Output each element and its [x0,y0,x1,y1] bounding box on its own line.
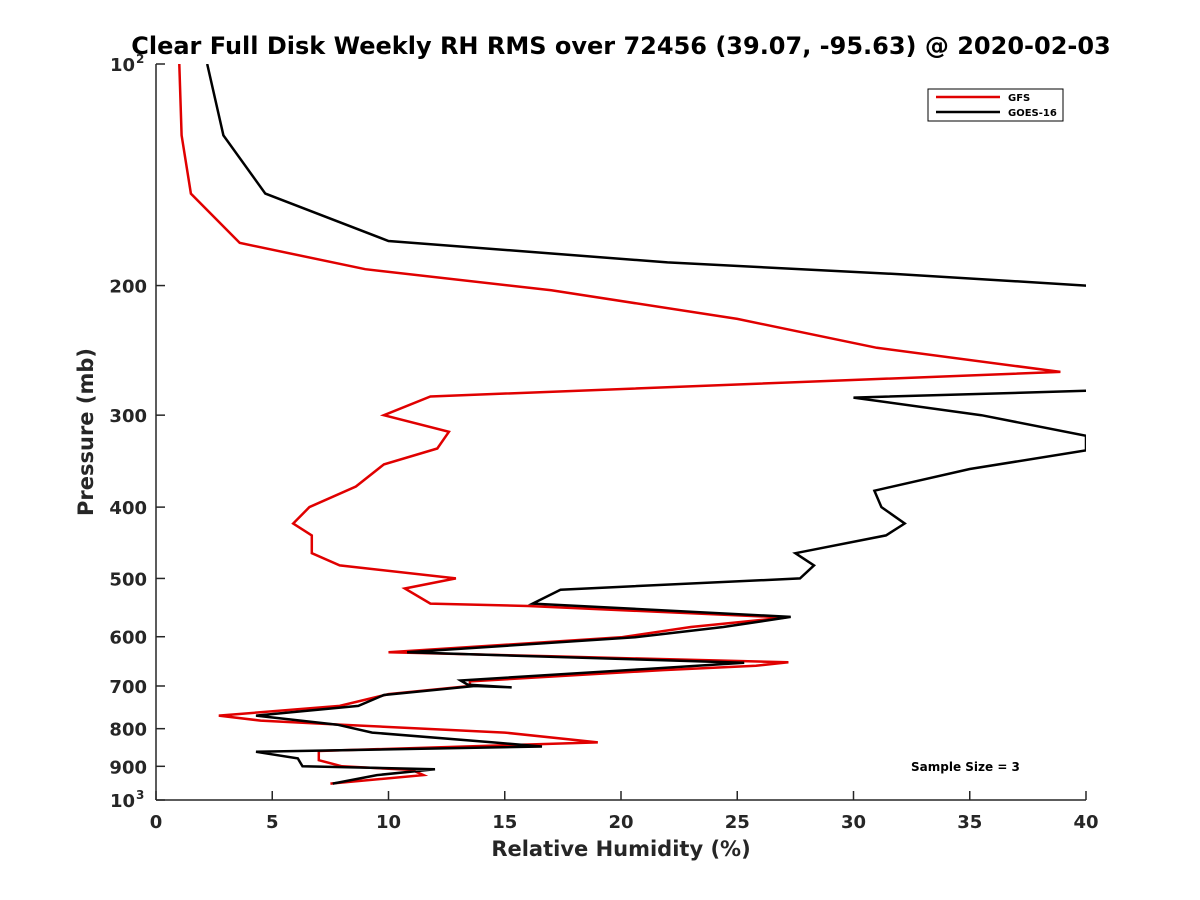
x-axis-label: Relative Humidity (%) [491,837,750,861]
x-tick-label: 15 [492,812,517,833]
y-tick-label: 900 [109,757,147,778]
x-tick-label: 40 [1073,812,1098,833]
series-layer [178,64,1086,785]
y-tick-label: 700 [109,677,147,698]
legend-box [927,88,1064,122]
legend-label-gfs: GFS [1008,93,1030,104]
legend-label-goes16: GOES-16 [1008,108,1057,119]
y-tick-label: 10 [110,55,135,76]
y-tick-exponent: 2 [136,52,144,66]
y-tick-label: 200 [109,277,147,298]
x-tick-label: 5 [266,812,279,833]
x-tick-label: 35 [957,812,982,833]
chart-title: Clear Full Disk Weekly RH RMS over 72456… [131,32,1111,60]
y-tick-label: 600 [109,628,147,649]
y-tick-label: 500 [109,569,147,590]
legend: GFS GOES-16 [927,88,1064,122]
y-tick-label: 400 [109,498,147,519]
x-tick-label: 10 [376,812,401,833]
series-line-goes16 [205,64,1086,785]
series-line-gfs [178,64,1061,785]
x-tick-label: 25 [725,812,750,833]
x-tick-label: 20 [608,812,633,833]
plot-background [156,64,1086,800]
y-axis-label: Pressure (mb) [74,348,98,516]
x-ticks: 0 5 10 15 20 25 30 35 40 [150,791,1099,833]
sample-size-annotation: Sample Size = 3 [911,760,1020,774]
y-tick-label: 10 [110,791,135,812]
y-tick-exponent: 3 [136,788,144,802]
y-tick-label: 800 [109,720,147,741]
x-tick-label: 30 [841,812,866,833]
x-tick-label: 0 [150,812,163,833]
y-tick-label: 300 [109,406,147,427]
